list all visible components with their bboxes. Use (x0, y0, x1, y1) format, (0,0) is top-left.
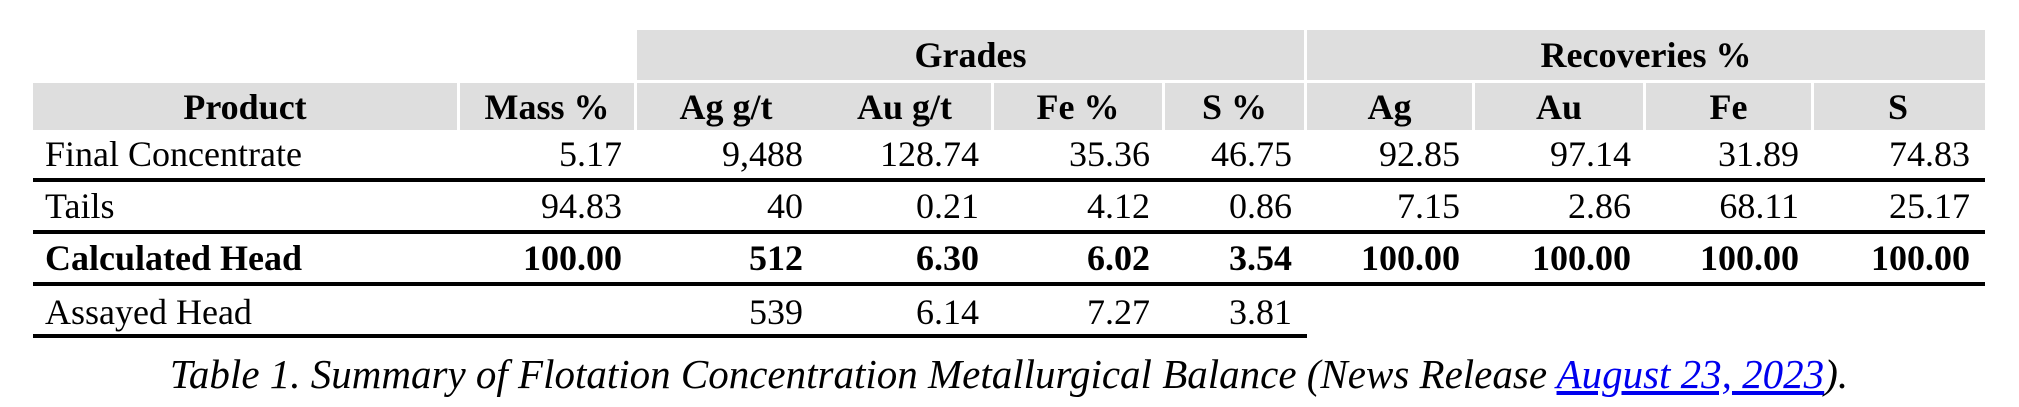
table-row-final-concentrate: Final Concentrate 5.17 9,488 128.74 35.36 46.… (33, 130, 1985, 182)
column-header-row: Product Mass % Ag g/t Au g/t Fe % S % Ag Au Fe S (33, 83, 1985, 130)
value-cell: 3.81 (1229, 292, 1292, 332)
value-cell (1814, 286, 1985, 338)
col-header-mass: Mass % (460, 83, 637, 130)
value-cell: 100.00 (1700, 238, 1799, 278)
row-label: Tails (45, 186, 115, 226)
value-cell: 128.74 (880, 134, 979, 174)
caption-text-before: Table 1. Summary of Flotation Concentrat… (169, 351, 1557, 397)
col-header-ag-g-t: Ag g/t (637, 83, 818, 130)
value-cell: 0.86 (1229, 186, 1292, 226)
value-cell: 4.12 (1087, 186, 1150, 226)
value-cell: 35.36 (1069, 134, 1150, 174)
row-label: Assayed Head (45, 292, 252, 332)
value-cell: 0.21 (916, 186, 979, 226)
table-body: Final Concentrate 5.17 9,488 128.74 35.36 46.… (33, 130, 1985, 338)
value-cell: 25.17 (1889, 186, 1970, 226)
table-caption: Table 1. Summary of Flotation Concentrat… (33, 350, 1985, 398)
value-cell: 94.83 (541, 186, 622, 226)
metallurgical-balance-table: Grades Recoveries % Product Mass % Ag g/t A… (33, 30, 1985, 338)
value-cell: 74.83 (1889, 134, 1970, 174)
value-cell: 7.15 (1397, 186, 1460, 226)
assayed-head-bottom-rule (33, 334, 1307, 338)
col-header-fe: Fe (1646, 83, 1814, 130)
group-header-grades: Grades (637, 30, 1307, 80)
value-cell: 100.00 (523, 238, 622, 278)
col-header-product: Product (33, 83, 460, 130)
col-header-ag: Ag (1307, 83, 1475, 130)
value-cell: 539 (749, 292, 803, 332)
value-cell: 97.14 (1550, 134, 1631, 174)
col-header-fe: Fe % (994, 83, 1165, 130)
value-cell: 9,488 (722, 134, 803, 174)
value-cell: 2.86 (1568, 186, 1631, 226)
group-header-spacer (33, 30, 637, 80)
col-header-s: S % (1165, 83, 1307, 130)
value-cell: 31.89 (1718, 134, 1799, 174)
value-cell (1475, 286, 1646, 338)
table-row-calculated-head: Calculated Head 100.00 512 6.30 6.02 3.54 100.… (33, 234, 1985, 286)
value-cell: 5.17 (559, 134, 622, 174)
col-header-au-g-t: Au g/t (818, 83, 994, 130)
group-header-row: Grades Recoveries % (33, 30, 1985, 80)
group-header-recoveries: Recoveries % (1307, 30, 1985, 80)
col-header-au: Au (1475, 83, 1646, 130)
value-cell: 7.27 (1087, 292, 1150, 332)
value-cell: 6.02 (1087, 238, 1150, 278)
news-release-link[interactable]: August 23, 2023 (1556, 351, 1825, 397)
row-label: Calculated Head (45, 238, 302, 278)
value-cell: 92.85 (1379, 134, 1460, 174)
value-cell: 46.75 (1211, 134, 1292, 174)
value-cell (460, 286, 637, 338)
value-cell: 6.14 (916, 292, 979, 332)
value-cell: 100.00 (1871, 238, 1970, 278)
value-cell: 100.00 (1532, 238, 1631, 278)
value-cell: 40 (767, 186, 803, 226)
value-cell: 6.30 (916, 238, 979, 278)
col-header-s: S (1814, 83, 1985, 130)
value-cell: 512 (749, 238, 803, 278)
table-row-assayed-head: Assayed Head 539 6.14 7.27 3.81 (33, 286, 1985, 338)
value-cell (1307, 286, 1475, 338)
value-cell (1646, 286, 1814, 338)
table-row-tails: Tails 94.83 40 0.21 4.12 0.86 7.15 2.86 68.11 25.… (33, 182, 1985, 234)
row-label: Final Concentrate (45, 134, 302, 174)
value-cell: 100.00 (1361, 238, 1460, 278)
value-cell: 3.54 (1229, 238, 1292, 278)
value-cell: 68.11 (1719, 186, 1799, 226)
caption-text-after: ). (1824, 351, 1849, 397)
